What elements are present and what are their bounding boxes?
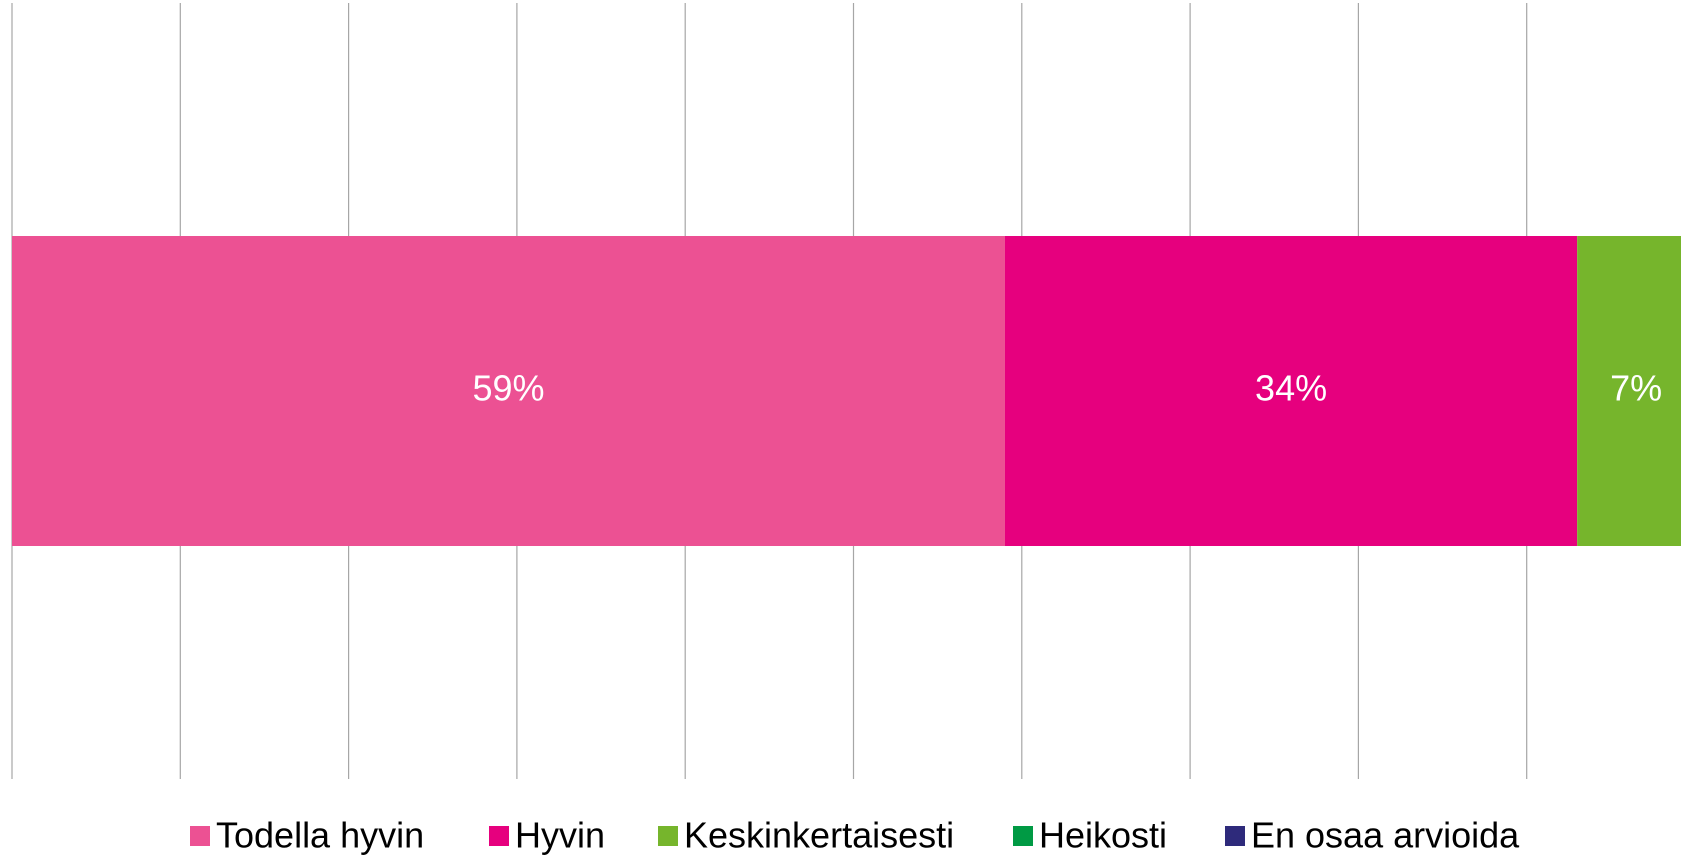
data-label: 7%: [1610, 368, 1662, 409]
legend-label: Keskinkertaisesti: [684, 815, 954, 856]
bar-segment: [1577, 236, 1681, 546]
legend-swatch: [658, 826, 678, 846]
legend-swatch: [1013, 826, 1033, 846]
data-label: 59%: [472, 368, 544, 409]
legend-label: Heikosti: [1039, 815, 1167, 856]
legend-label: Todella hyvin: [216, 815, 424, 856]
bar-segment: [1004, 236, 1578, 546]
legend-label: En osaa arvioida: [1251, 815, 1520, 856]
data-label: 34%: [1255, 368, 1327, 409]
legend-swatch: [489, 826, 509, 846]
bar-segment: [12, 236, 1005, 546]
legend-label: Hyvin: [515, 815, 605, 856]
legend-swatch: [1225, 826, 1245, 846]
legend-swatch: [190, 826, 210, 846]
